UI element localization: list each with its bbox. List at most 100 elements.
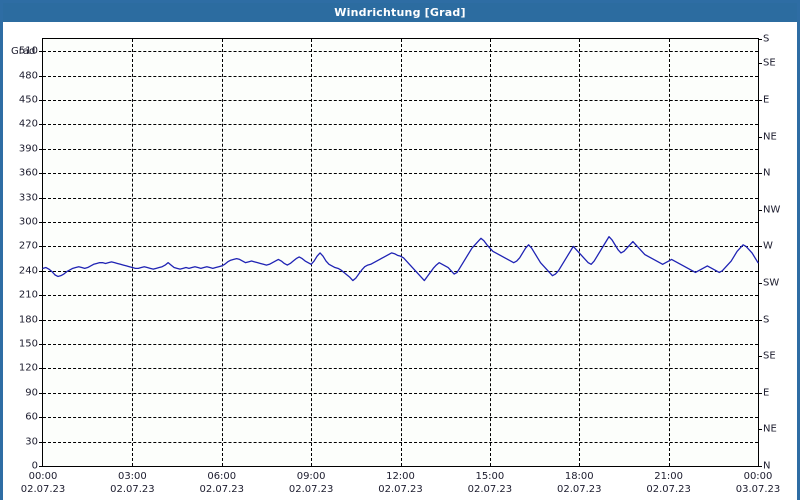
- y-tick-mark: [39, 344, 43, 345]
- gridline-x: [132, 39, 134, 466]
- y-tick-label: 210: [18, 289, 38, 301]
- x-tick-time: 18:00: [564, 471, 594, 482]
- y-tick-mark: [39, 392, 43, 394]
- wind-direction-line: [43, 39, 758, 466]
- y-tick-mark: [39, 270, 43, 272]
- y2-tick-mark: [758, 429, 762, 431]
- y-tick-label: 0: [31, 460, 38, 472]
- y-tick-label: 60: [25, 411, 38, 423]
- y-tick-mark: [39, 51, 43, 53]
- x-tick-date: 02.07.23: [556, 484, 602, 495]
- y2-tick-mark: [758, 209, 762, 211]
- x-tick-date: 02.07.23: [378, 484, 423, 495]
- y-tick-mark: [39, 148, 43, 150]
- y-tick-mark: [39, 222, 43, 223]
- chart-canvas: Grad 0 30 60 90 120 150 180 210 240 270 300 330 360 3…: [3, 22, 797, 500]
- y2-tick-label: S: [763, 33, 770, 45]
- y-axis-unit-label: Grad: [11, 46, 36, 57]
- x-tick-date: 02.07.23: [110, 484, 155, 495]
- x-tick-date: 02.07.23: [199, 484, 245, 495]
- gridline-x: [489, 39, 491, 466]
- x-tick-label: 03:00 02.07.23: [110, 470, 155, 496]
- y-tick-mark: [39, 197, 43, 199]
- y-tick-label: 450: [18, 94, 38, 106]
- y2-tick-mark: [758, 39, 762, 40]
- y-tick-mark: [39, 295, 43, 297]
- y2-tick-label: E: [763, 387, 770, 399]
- y-tick-mark: [39, 441, 43, 443]
- y2-tick-mark: [758, 319, 762, 321]
- y2-tick-mark: [758, 392, 762, 394]
- gridline-x: [400, 39, 402, 466]
- x-tick-label: 00:00 02.07.23: [21, 470, 66, 496]
- y-tick-mark: [39, 368, 43, 370]
- y-tick-mark: [39, 124, 43, 126]
- y2-tick-label: S: [763, 314, 770, 326]
- y2-tick-mark: [758, 466, 762, 467]
- y-tick-label: 420: [18, 118, 38, 130]
- y2-tick-label: SE: [763, 57, 776, 69]
- y2-tick-mark: [758, 283, 762, 284]
- y-tick-label: 330: [18, 192, 38, 204]
- y-tick-mark: [39, 246, 43, 248]
- y2-tick-mark: [758, 136, 762, 138]
- x-tick-time: 15:00: [475, 471, 505, 482]
- y-tick-label: 360: [18, 167, 38, 179]
- y-tick-label: 30: [25, 436, 38, 448]
- y-tick-label: 90: [25, 387, 38, 399]
- y-tick-mark: [39, 319, 43, 321]
- y-tick-mark: [39, 466, 43, 467]
- y2-tick-mark: [758, 63, 762, 65]
- y2-tick-mark: [758, 173, 762, 175]
- y-tick-label: 180: [18, 314, 38, 326]
- y2-tick-label: NE: [763, 423, 777, 435]
- x-tick-label: 06:00 02.07.23: [199, 470, 244, 496]
- y-tick-label: 480: [18, 70, 38, 82]
- gridline-x: [311, 39, 313, 466]
- y-tick-label: 300: [18, 216, 38, 228]
- y2-tick-label: NE: [763, 131, 777, 143]
- x-tick-label: 15:00 02.07.23: [468, 470, 513, 496]
- x-tick-time: 09:00: [296, 471, 326, 482]
- y-tick-mark: [39, 417, 43, 419]
- gridline-x: [668, 39, 670, 466]
- x-tick-time: 06:00: [207, 471, 237, 482]
- y-tick-label: 270: [18, 240, 38, 252]
- y2-tick-mark: [758, 100, 762, 101]
- y2-tick-label: E: [763, 94, 770, 106]
- gridline-x: [221, 39, 223, 466]
- y2-tick-label: N: [763, 167, 771, 179]
- page-title: Windrichtung [Grad]: [334, 6, 466, 19]
- y-tick-label: 390: [18, 143, 38, 155]
- x-tick-date: 02.07.23: [467, 484, 513, 495]
- x-tick-label: 21:00 02.07.23: [646, 470, 691, 496]
- x-tick-label: 00:00 03.07.23: [736, 470, 781, 496]
- series-path: [43, 237, 758, 281]
- y2-tick-label: NW: [763, 204, 781, 216]
- plot-area: 0 30 60 90 120 150 180 210 240 270 300 330 360 390 420…: [19, 34, 780, 496]
- y-tick-mark: [39, 100, 43, 101]
- y-tick-mark: [39, 173, 43, 175]
- y-tick-label: 150: [18, 338, 38, 350]
- y2-tick-label: SW: [763, 277, 780, 289]
- x-tick-label: 09:00 02.07.23: [289, 470, 334, 496]
- window-title-bar: Windrichtung [Grad]: [3, 3, 797, 22]
- x-tick-date: 02.07.23: [20, 484, 66, 495]
- x-tick-time: 12:00: [386, 471, 415, 482]
- x-tick-date: 02.07.23: [646, 484, 691, 495]
- y2-tick-mark: [758, 246, 762, 248]
- y-tick-label: 510: [18, 45, 38, 57]
- x-tick-time: 00:00: [743, 471, 773, 482]
- x-tick-time: 21:00: [654, 471, 684, 482]
- y2-tick-label: SE: [763, 350, 776, 362]
- x-tick-time: 03:00: [117, 471, 147, 482]
- y2-tick-label: N: [763, 460, 771, 472]
- x-tick-date: 03.07.23: [735, 484, 781, 495]
- x-tick-label: 18:00 02.07.23: [557, 470, 602, 496]
- y2-tick-label: W: [763, 240, 773, 252]
- y-tick-label: 120: [18, 362, 38, 374]
- x-tick-date: 02.07.23: [288, 484, 334, 495]
- x-tick-time: 00:00: [28, 471, 58, 482]
- y-tick-label: 240: [18, 265, 38, 277]
